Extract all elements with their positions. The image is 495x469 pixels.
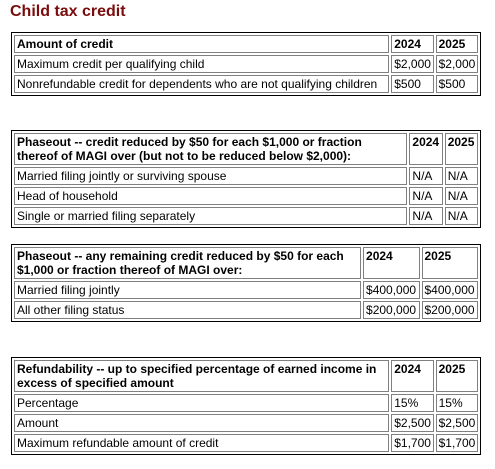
table-row: All other filing status $200,000 $200,00…: [14, 301, 478, 319]
phaseout-table: Phaseout -- credit reduced by $50 for ea…: [11, 130, 481, 228]
row-label: Married filing jointly or surviving spou…: [14, 167, 408, 185]
row-label: Married filing jointly: [14, 281, 362, 299]
row-label: Maximum refundable amount of credit: [14, 434, 390, 452]
value-2025: N/A: [444, 207, 478, 225]
page-title: Child tax credit: [10, 3, 126, 20]
value-2024: $1,700: [391, 434, 434, 452]
row-label: Maximum credit per qualifying child: [14, 55, 390, 73]
table-row: Maximum credit per qualifying child $2,0…: [14, 55, 478, 73]
value-2025: $500: [435, 75, 478, 93]
value-2025: $2,000: [435, 55, 478, 73]
year-header-2024: 2024: [391, 360, 434, 392]
table-header-cell: Refundability -- up to specified percent…: [14, 360, 390, 392]
year-header-2024: 2024: [391, 35, 434, 53]
year-header-2025: 2025: [435, 360, 478, 392]
value-2024: $2,500: [391, 414, 434, 432]
table-row: Married filing jointly $400,000 $400,000: [14, 281, 478, 299]
table-row: Nonrefundable credit for dependents who …: [14, 75, 478, 93]
value-2024: N/A: [409, 167, 443, 185]
value-2025: $200,000: [421, 301, 478, 319]
value-2025: N/A: [444, 187, 478, 205]
value-2024: N/A: [409, 207, 443, 225]
amount-of-credit-table: Amount of credit 2024 2025 Maximum credi…: [11, 32, 481, 96]
table-row: Maximum refundable amount of credit $1,7…: [14, 434, 478, 452]
table-row: Married filing jointly or surviving spou…: [14, 167, 478, 185]
value-2024: $400,000: [363, 281, 420, 299]
value-2024: $500: [391, 75, 434, 93]
remaining-credit-phaseout-table: Phaseout -- any remaining credit reduced…: [11, 244, 481, 322]
table-row: Percentage 15% 15%: [14, 394, 478, 412]
value-2025: $1,700: [435, 434, 478, 452]
table-row: Amount $2,500 $2,500: [14, 414, 478, 432]
table-header-cell: Phaseout -- credit reduced by $50 for ea…: [14, 133, 408, 165]
table-row: Single or married filing separately N/A …: [14, 207, 478, 225]
year-header-2025: 2025: [444, 133, 478, 165]
row-label: All other filing status: [14, 301, 362, 319]
value-2025: $2,500: [435, 414, 478, 432]
table-header-cell: Phaseout -- any remaining credit reduced…: [14, 247, 362, 279]
year-header-2025: 2025: [421, 247, 478, 279]
table-header-row: Phaseout -- credit reduced by $50 for ea…: [14, 133, 478, 165]
row-label: Percentage: [14, 394, 390, 412]
table-header-row: Refundability -- up to specified percent…: [14, 360, 478, 392]
row-label: Amount: [14, 414, 390, 432]
table-row: Head of household N/A N/A: [14, 187, 478, 205]
table-header-row: Amount of credit 2024 2025: [14, 35, 478, 53]
row-label: Single or married filing separately: [14, 207, 408, 225]
value-2025: 15%: [435, 394, 478, 412]
year-header-2024: 2024: [409, 133, 443, 165]
value-2025: N/A: [444, 167, 478, 185]
value-2024: $200,000: [363, 301, 420, 319]
refundability-table: Refundability -- up to specified percent…: [11, 357, 481, 455]
value-2024: $2,000: [391, 55, 434, 73]
table-header-row: Phaseout -- any remaining credit reduced…: [14, 247, 478, 279]
value-2025: $400,000: [421, 281, 478, 299]
table-header-cell: Amount of credit: [14, 35, 390, 53]
value-2024: 15%: [391, 394, 434, 412]
row-label: Nonrefundable credit for dependents who …: [14, 75, 390, 93]
year-header-2024: 2024: [363, 247, 420, 279]
value-2024: N/A: [409, 187, 443, 205]
row-label: Head of household: [14, 187, 408, 205]
year-header-2025: 2025: [435, 35, 478, 53]
